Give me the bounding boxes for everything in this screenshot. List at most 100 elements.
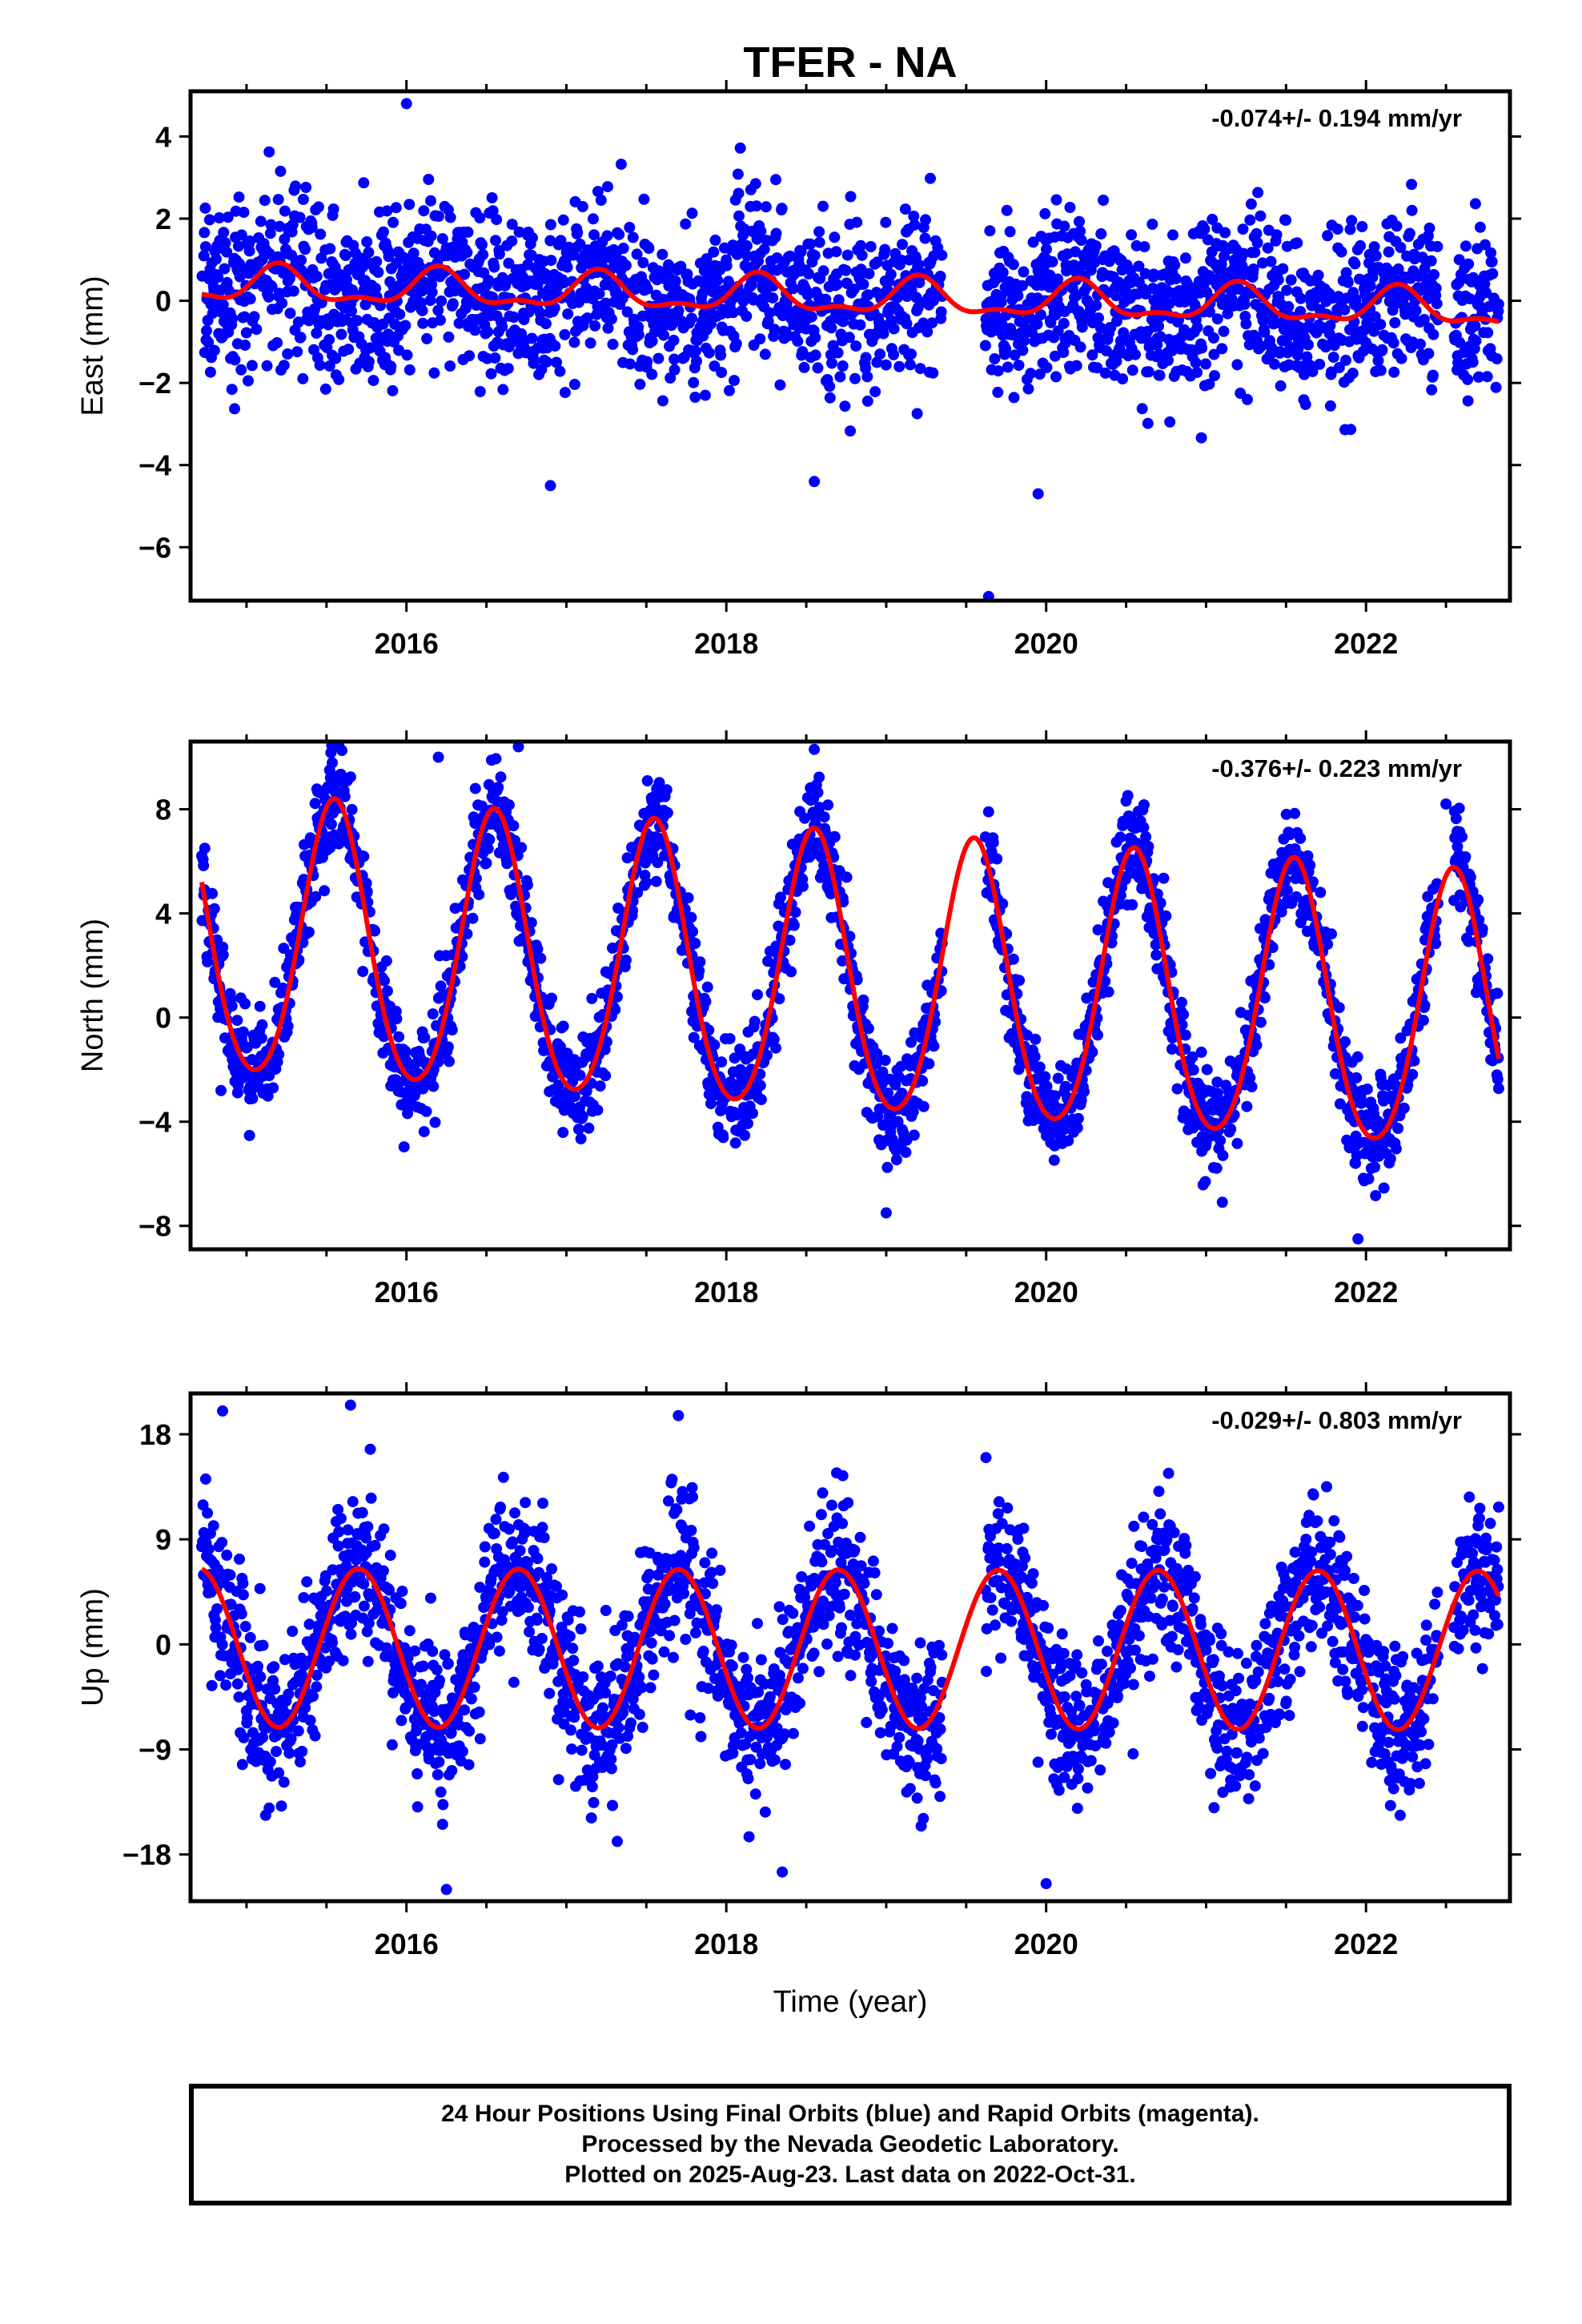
data-point (525, 917, 537, 929)
data-point (576, 201, 588, 212)
data-point (229, 403, 240, 415)
data-point (572, 227, 584, 239)
data-point (913, 259, 925, 271)
data-point (1463, 258, 1475, 270)
data-point (330, 352, 342, 364)
data-point (822, 799, 834, 811)
data-point (283, 272, 295, 284)
data-point (295, 1756, 306, 1768)
data-point (492, 782, 504, 794)
data-point (516, 842, 528, 854)
data-point (1347, 368, 1359, 380)
data-point (818, 811, 830, 823)
data-point (686, 207, 698, 219)
data-point (1061, 1063, 1073, 1075)
data-point (1099, 975, 1111, 987)
data-point (586, 992, 598, 1004)
data-point (1027, 236, 1039, 248)
data-point (208, 344, 220, 356)
data-point (1007, 953, 1019, 965)
data-point (1074, 215, 1085, 227)
data-point-outlier (432, 751, 444, 763)
data-point (871, 256, 883, 268)
x-tick-label: 2018 (694, 627, 758, 660)
data-point (1074, 225, 1086, 237)
data-point (774, 379, 786, 391)
data-point (1403, 227, 1415, 239)
data-point (474, 386, 486, 397)
data-point (881, 1161, 893, 1173)
data-point (897, 239, 908, 251)
data-point (557, 1020, 569, 1032)
data-point (237, 1026, 249, 1038)
data-point (1233, 283, 1245, 295)
data-point (428, 367, 440, 379)
data-point (1340, 267, 1352, 279)
data-point (656, 248, 669, 260)
data-point (581, 312, 593, 324)
data-point (1179, 1029, 1191, 1041)
data-point (917, 317, 930, 329)
data-point (327, 1637, 338, 1649)
data-point (1111, 316, 1122, 327)
data-point (653, 832, 665, 844)
data-point (221, 1550, 233, 1561)
data-point (1029, 1051, 1041, 1063)
data-point (705, 1098, 717, 1110)
data-point (1064, 202, 1076, 213)
data-point (854, 319, 866, 331)
data-point (722, 275, 734, 287)
data-point (1216, 1196, 1228, 1208)
data-point (532, 943, 544, 955)
data-point (1247, 263, 1259, 275)
data-point (730, 338, 742, 350)
data-point (1154, 369, 1166, 381)
data-point (1179, 252, 1191, 264)
data-point (482, 842, 494, 854)
data-point (1018, 335, 1030, 347)
data-point (813, 771, 825, 783)
data-point (646, 335, 658, 347)
data-point (1030, 1033, 1042, 1045)
model-curve-north (199, 796, 1501, 1141)
data-point (296, 1746, 308, 1757)
data-point (1304, 859, 1316, 871)
data-point (1058, 347, 1070, 359)
data-point (1126, 899, 1138, 911)
data-point (219, 263, 231, 275)
data-point (652, 352, 665, 364)
data-point (1427, 369, 1439, 381)
data-point (752, 989, 763, 1001)
data-point (923, 1058, 935, 1070)
data-point (1355, 239, 1367, 251)
data-point (584, 337, 596, 349)
data-point (1299, 399, 1311, 410)
data-point (680, 218, 692, 230)
data-point (909, 219, 921, 231)
data-point (1090, 300, 1102, 312)
data-point (1018, 266, 1030, 278)
data-point (491, 214, 503, 226)
data-point (688, 376, 700, 388)
plot-frame-east (188, 89, 1512, 603)
data-point (687, 926, 699, 938)
data-point (609, 1003, 621, 1015)
data-point (400, 1045, 412, 1057)
data-point (211, 253, 222, 265)
data-point (241, 1711, 253, 1723)
data-point (477, 249, 489, 260)
data-point (297, 372, 309, 384)
data-point (587, 213, 599, 225)
data-point (199, 1473, 211, 1485)
data-point (1245, 198, 1257, 210)
data-point (557, 1127, 569, 1139)
data-point (1034, 1061, 1046, 1073)
data-point (729, 1137, 741, 1149)
data-point (755, 1094, 767, 1105)
data-point (1004, 226, 1016, 238)
data-point (724, 384, 735, 396)
data-point (469, 324, 481, 336)
data-point (921, 326, 934, 338)
data-point (267, 1082, 279, 1094)
data-point (669, 364, 681, 376)
